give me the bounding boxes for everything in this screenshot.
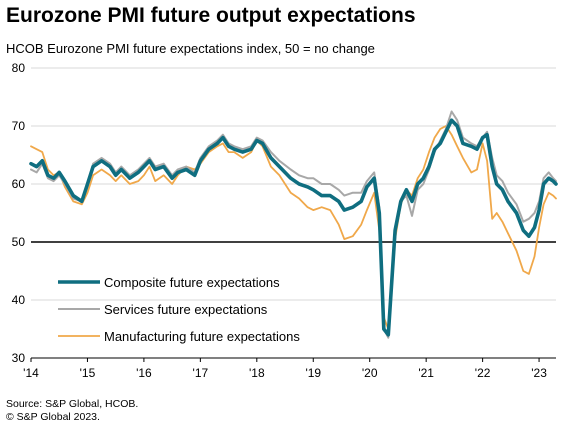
chart-title: Eurozone PMI future output expectations xyxy=(6,4,416,27)
legend: Composite future expectations Services fu… xyxy=(58,275,300,344)
x-axis: '14 '15 '16 '17 '18 '19 '20 '21 '22 '23 xyxy=(23,357,556,380)
x-tick-label: '21 xyxy=(418,366,434,380)
x-tick-label: '16 xyxy=(136,366,152,380)
x-tick-label: '18 xyxy=(249,366,265,380)
series-lines xyxy=(29,110,558,339)
y-tick-label: 30 xyxy=(12,351,26,365)
x-tick-label: '17 xyxy=(193,366,209,380)
y-tick-label: 60 xyxy=(12,177,26,191)
x-tick-label: '14 xyxy=(23,366,39,380)
manufacturing-line xyxy=(30,125,557,330)
source-line-2: © S&P Global 2023. xyxy=(6,411,100,423)
y-tick-label: 80 xyxy=(12,61,26,75)
y-tick-label: 70 xyxy=(12,119,26,133)
composite-legend-label: Composite future expectations xyxy=(104,275,280,290)
composite-line xyxy=(29,118,558,337)
x-tick-label: '19 xyxy=(305,366,321,380)
services-legend-label: Services future expectations xyxy=(104,302,268,317)
x-tick-label: '23 xyxy=(531,366,547,380)
source-note: Source: S&P Global, HCOB. © S&P Global 2… xyxy=(6,398,138,424)
manufacturing-legend-label: Manufacturing future expectations xyxy=(104,329,300,344)
x-tick-label: '15 xyxy=(80,366,96,380)
chart-subtitle: HCOB Eurozone PMI future expectations in… xyxy=(6,41,375,56)
y-axis-ticks: 30 40 50 60 70 80 xyxy=(12,61,26,365)
source-line-1: Source: S&P Global, HCOB. xyxy=(6,398,139,410)
x-tick-label: '20 xyxy=(362,366,378,380)
x-tick-label: '22 xyxy=(475,366,491,380)
y-tick-label: 50 xyxy=(12,235,26,249)
y-tick-label: 40 xyxy=(12,293,26,307)
